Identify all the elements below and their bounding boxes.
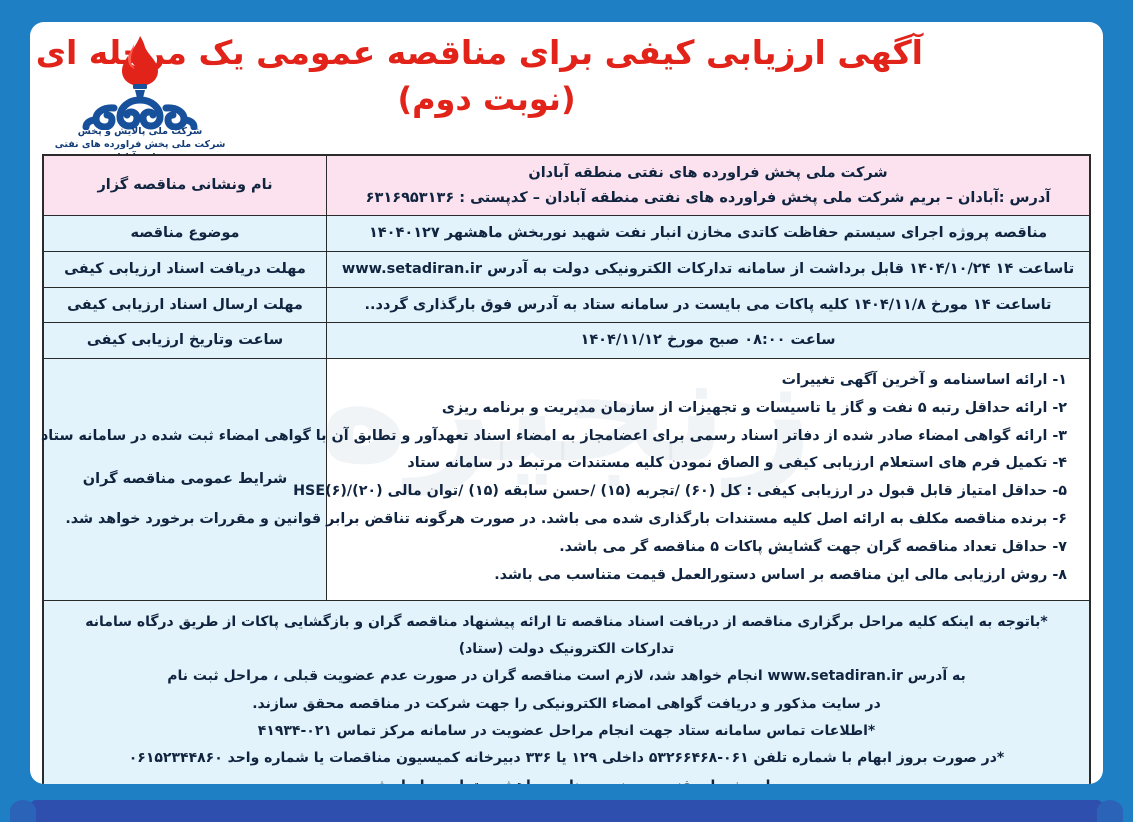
- evaluation-datetime-value: ساعت ۰۸:۰۰ صبح مورخ ۱۴۰۴/۱۱/۱۲: [326, 322, 1091, 359]
- page-subtitle: (نوبت دوم): [397, 79, 576, 118]
- table-row: ساعت ۰۸:۰۰ صبح مورخ ۱۴۰۴/۱۱/۱۲ ساعت وتار…: [42, 322, 1091, 359]
- advertisement-card: زنجیره آگهی ارزیابی کیفی برای مناقصه عمو…: [30, 22, 1103, 784]
- header: آگهی ارزیابی کیفی برای مناقصه عمومی یک م…: [30, 22, 1103, 163]
- bottom-decoration-right: [1097, 800, 1123, 822]
- note-line-4: *اطلاعات تماس سامانه ستاد جهت انجام مراح…: [257, 723, 876, 740]
- organization-logo-block: شرکت ملی پالایش و پخش شرکت ملی پخش فراور…: [52, 34, 228, 164]
- condition-item-5: ۵- حداقل امتیاز قابل قبول در ارزیابی کیف…: [293, 483, 1067, 500]
- note-line-1: *باتوجه به اینکه کلیه مراحل برگزاری مناق…: [85, 613, 1048, 658]
- table-row-conditions: ۱- ارائه اساسنامه و آخرین آگهی تغییرات ۲…: [40, 357, 1091, 601]
- note-line-2: به آدرس www.setadiran.ir انجام خواهد شد،…: [167, 668, 966, 685]
- condition-item-4: ۴- تکمیل فرم های استعلام ارزیابی کیفی و …: [407, 455, 1067, 472]
- submission-deadline-label: مهلت ارسال اسناد ارزیابی کیفی: [42, 286, 327, 324]
- tender-subject-value: مناقصه پروژه اجرای سیستم حفاظت کاتدی مخا…: [326, 215, 1091, 252]
- tender-authority-value: شرکت ملی پخش فراورده های نفتی منطقه آباد…: [326, 154, 1091, 217]
- condition-item-8: ۸- روش ارزیابی مالی این مناقصه بر اساس د…: [494, 566, 1067, 583]
- tender-authority-line-1: شرکت ملی پخش فراورده های نفتی منطقه آباد…: [528, 165, 888, 181]
- note-line-6: واحد خدمات فنی و مهندسی ناحیه ماهشهر تما…: [62, 773, 1071, 784]
- general-conditions-value: ۱- ارائه اساسنامه و آخرین آگهی تغییرات ۲…: [40, 357, 1091, 601]
- note-line-5: *در صورت بروز ابهام با شماره تلفن ۰۶۱-۵۳…: [128, 750, 1005, 767]
- table-row-notes: *باتوجه به اینکه کلیه مراحل برگزاری مناق…: [42, 599, 1091, 784]
- bottom-decoration-left: [10, 800, 36, 822]
- tender-authority-line-2: آدرس :آبادان – بریم شرکت ملی پخش فراورده…: [365, 189, 1051, 206]
- note-line-3: در سایت مذکور و دریافت گواهی امضاء الکتر…: [252, 695, 881, 712]
- notes-block: *باتوجه به اینکه کلیه مراحل برگزاری مناق…: [42, 599, 1091, 784]
- niopdc-flame-logo-icon: [82, 36, 198, 130]
- condition-item-3: ۳- ارائه گواهی امضاء صادر شده از دفاتر ا…: [40, 427, 1067, 444]
- bottom-strip: [30, 800, 1103, 822]
- table-row: شرکت ملی پخش فراورده های نفتی منطقه آباد…: [42, 154, 1091, 217]
- table-row: مناقصه پروژه اجرای سیستم حفاظت کاتدی مخا…: [42, 215, 1091, 252]
- condition-item-6: ۶- برنده مناقصه مکلف به ارائه اصل کلیه م…: [65, 511, 1067, 528]
- tender-authority-label: نام ونشانی مناقصه گزار: [42, 154, 327, 217]
- page-title: آگهی ارزیابی کیفی برای مناقصه عمومی یک م…: [35, 33, 924, 72]
- general-conditions-label: شرایط عمومی مناقصه گران: [42, 357, 327, 601]
- submission-deadline-value: تاساعت ۱۴ مورخ ۱۴۰۴/۱۱/۸ کلیه پاکات می ب…: [326, 286, 1091, 324]
- table-row: تاساعت ۱۴ مورخ ۱۴۰۴/۱۱/۸ کلیه پاکات می ب…: [42, 286, 1091, 324]
- tender-details-table: شرکت ملی پخش فراورده های نفتی منطقه آباد…: [40, 154, 1091, 784]
- docs-deadline-label: مهلت دریافت اسناد ارزیابی کیفی: [42, 250, 327, 288]
- condition-item-1: ۱- ارائه اساسنامه و آخرین آگهی تغییرات: [781, 371, 1067, 388]
- condition-item-2: ۲- ارائه حداقل رتبه ۵ نفت و گاز یا تاسیس…: [441, 399, 1067, 416]
- logo-caption-primary: شرکت ملی پالایش و پخش: [77, 126, 203, 137]
- evaluation-datetime-label: ساعت وتاریخ ارزیابی کیفی: [42, 322, 327, 359]
- tender-subject-label: موضوع مناقصه: [42, 215, 327, 252]
- table-row: تاساعت ۱۴ ۱۴۰۴/۱۰/۲۴ قابل برداشت از ساما…: [42, 250, 1091, 288]
- title-block: آگهی ارزیابی کیفی برای مناقصه عمومی یک م…: [35, 28, 924, 121]
- docs-deadline-value: تاساعت ۱۴ ۱۴۰۴/۱۰/۲۴ قابل برداشت از ساما…: [326, 250, 1091, 288]
- condition-item-7: ۷- حداقل تعداد مناقصه گران جهت گشایش پاک…: [559, 539, 1067, 556]
